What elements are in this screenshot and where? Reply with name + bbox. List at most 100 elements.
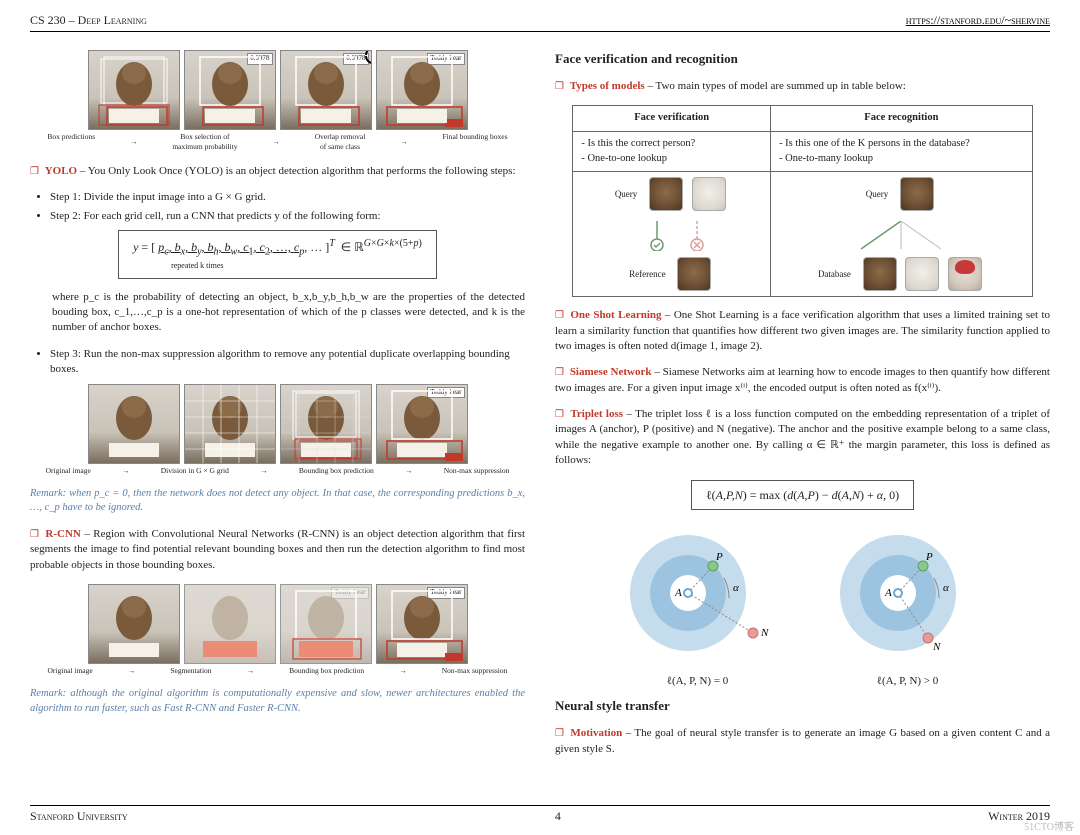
bear-panel-1: [88, 50, 180, 130]
bullet-icon: ❐: [555, 409, 564, 420]
td-verif-diagram: Query Referenc: [573, 172, 771, 297]
yolo-text: – You Only Look Once (YOLO) is an object…: [80, 165, 516, 177]
cap: Overlap removal of same class: [315, 132, 366, 153]
cell-line: - One-to-many lookup: [779, 152, 1024, 167]
header-url[interactable]: https://stanford.edu/~shervine: [906, 12, 1050, 29]
query-label: Query: [615, 188, 638, 201]
cell-line: - One-to-one lookup: [581, 152, 762, 167]
bear-grid: [184, 384, 276, 464]
thumb-bear-icon: [863, 257, 897, 291]
cap: Original image: [48, 666, 93, 677]
svg-text:P: P: [925, 551, 933, 563]
svg-text:N: N: [760, 627, 769, 639]
arrow-icon: →: [247, 666, 255, 677]
database-label: Database: [818, 268, 851, 281]
cap: Non-max suppression: [444, 466, 510, 477]
query-label: Query: [866, 188, 889, 201]
triplet-text: – The triplet loss ℓ is a loss function …: [555, 408, 1050, 466]
siamese-para: ❐ Siamese Network – Siamese Networks aim…: [555, 365, 1050, 396]
osl-term: One Shot Learning: [570, 309, 661, 321]
fig-yolo-boxes: 0.9978 0.9978: [30, 50, 525, 130]
cap: Original image: [46, 466, 91, 477]
right-column: Face verification and recognition ❐ Type…: [555, 44, 1050, 768]
bullet-icon: ❐: [555, 728, 564, 739]
reference-label: Reference: [629, 268, 665, 281]
header-left: CS 230 – Deep Learning: [30, 12, 147, 29]
arrow-icon: →: [399, 666, 407, 677]
motivation-para: ❐ Motivation – The goal of neural style …: [555, 726, 1050, 757]
th-recognition: Face recognition: [771, 106, 1033, 132]
types-para: ❐ Types of models – Two main types of mo…: [555, 79, 1050, 94]
th-verification: Face verification: [573, 106, 771, 132]
siamese-term: Siamese Network: [570, 366, 652, 378]
svg-text:A: A: [884, 587, 892, 599]
cap: Box predictions: [47, 132, 95, 153]
bullet-icon: ❐: [555, 81, 564, 92]
step2-text: Step 2: For each grid cell, run a CNN th…: [50, 210, 381, 222]
footer-left: Stanford University: [30, 808, 128, 825]
footer-pagenum: 4: [555, 808, 561, 825]
cap: Box selection of maximum probability: [172, 132, 237, 153]
cell-line: - Is this one of the K persons in the da…: [779, 137, 1024, 152]
page-header: CS 230 – Deep Learning https://stanford.…: [30, 12, 1050, 32]
tl-diagram-1: A P N α ℓ(A, P, N) = 0: [613, 518, 783, 689]
yolo-equation: y = [ pc, bx, by, bh, bw, c1, c2, …, cp,…: [30, 230, 525, 279]
cap: Bounding box prediction: [299, 466, 374, 477]
cap: Division in G × G grid: [161, 466, 229, 477]
rcnn-para: ❐ R-CNN – Region with Convolutional Neur…: [30, 527, 525, 573]
thumb-bear-icon: [649, 177, 683, 211]
section-face: Face verification and recognition: [555, 50, 1050, 68]
thumb-bear-icon: [677, 257, 711, 291]
bear-bbox: Teddy bear: [280, 584, 372, 664]
cap: Final bounding boxes: [443, 132, 508, 153]
fig3-captions: Original image → Segmentation → Bounding…: [30, 666, 525, 677]
bear-panel-3: 0.9978: [280, 50, 372, 130]
fig-yolo-pipeline: Teddy bear: [30, 384, 525, 464]
bear-nms: Teddy bear: [376, 584, 468, 664]
rcnn-term: R-CNN: [45, 528, 80, 540]
fig1-captions: Box predictions → Box selection of maxim…: [30, 132, 525, 153]
yolo-step3: Step 3: Run the non-max suppression algo…: [50, 347, 525, 378]
fig2-captions: Original image → Division in G × G grid …: [30, 466, 525, 477]
rcnn-text: – Region with Convolutional Neural Netwo…: [30, 528, 525, 571]
thumb-bear-icon: [905, 257, 939, 291]
triplet-term: Triplet loss: [570, 408, 623, 420]
triplet-equation: ℓ(A,P,N) = max (d(A,P) − d(A,N) + α, 0): [555, 480, 1050, 511]
remark-2: Remark: although the original algorithm …: [30, 687, 525, 716]
motiv-term: Motivation: [570, 727, 622, 739]
match-lines: [602, 221, 742, 251]
cap: Bounding box prediction: [289, 666, 364, 677]
eq-frame: ℓ(A,P,N) = max (d(A,P) − d(A,N) + α, 0): [691, 480, 914, 511]
svg-text:α: α: [733, 582, 739, 594]
eq-frame: y = [ pc, bx, by, bh, bw, c1, c2, …, cp,…: [118, 230, 437, 279]
bear-nms: Teddy bear: [376, 384, 468, 464]
svg-text:N: N: [932, 641, 941, 653]
td-recog-diagram: Query Database: [771, 172, 1033, 297]
section-nst: Neural style transfer: [555, 697, 1050, 715]
arrow-icon: →: [272, 137, 280, 148]
tl-cap-2: ℓ(A, P, N) > 0: [823, 674, 993, 689]
bear-panel-4: Teddy bear: [376, 50, 468, 130]
remark-1: Remark: when p_c = 0, then the network d…: [30, 487, 525, 516]
tl-cap-1: ℓ(A, P, N) = 0: [613, 674, 783, 689]
arrow-icon: →: [260, 466, 268, 477]
bear-segment: [184, 584, 276, 664]
bear-bbox: [280, 384, 372, 464]
triplet-svg-1: A P N α: [613, 518, 783, 668]
columns: 0.9978 0.9978: [30, 44, 1050, 768]
cap: Non-max suppression: [442, 666, 508, 677]
arrow-icon: →: [128, 666, 136, 677]
step3-text: Step 3: Run the non-max suppression algo…: [50, 348, 510, 375]
yolo-para: ❐ YOLO – You Only Look Once (YOLO) is an…: [30, 164, 525, 179]
fig-rcnn-pipeline: Teddy bear Teddy bear: [30, 584, 525, 664]
bear-orig: [88, 384, 180, 464]
page-footer: Stanford University 4 Winter 2019: [30, 805, 1050, 825]
svg-text:α: α: [943, 582, 949, 594]
triplet-para: ❐ Triplet loss – The triplet loss ℓ is a…: [555, 407, 1050, 469]
td-verif-desc: - Is this the correct person? - One-to-o…: [573, 132, 771, 172]
types-term: Types of models: [570, 80, 645, 92]
yolo-steps: Step 1: Divide the input image into a G …: [50, 190, 525, 224]
bullet-icon: ❐: [30, 529, 39, 540]
types-text: – Two main types of model are summed up …: [647, 80, 905, 92]
step1-text: Step 1: Divide the input image into a G …: [50, 191, 266, 203]
